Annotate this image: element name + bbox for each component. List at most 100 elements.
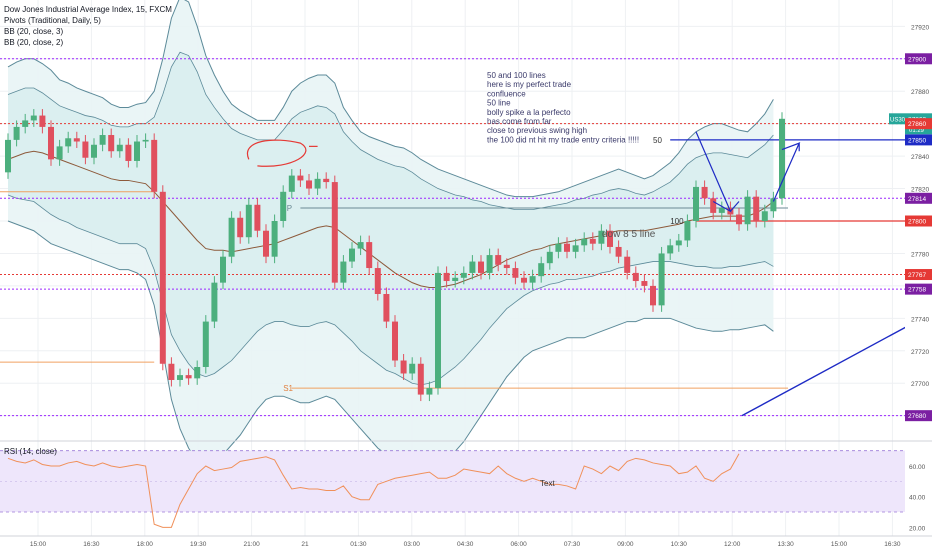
candle-body: [400, 360, 407, 374]
candle-body: [383, 294, 390, 322]
candle-body: [349, 248, 355, 262]
candle-body: [779, 118, 785, 199]
annotation-note-line: 50 line: [487, 99, 511, 108]
candle-body: [82, 141, 89, 158]
candle-body: [478, 261, 484, 273]
candle-body: [151, 139, 158, 192]
candle-body: [314, 178, 321, 189]
candle-body: [340, 261, 347, 283]
candle-body: [134, 141, 140, 161]
up-arrow-drawing: [772, 142, 801, 202]
candle-body: [607, 230, 613, 247]
time-tick-label: 06:00: [510, 541, 527, 548]
annotation-note-line: confluence: [487, 89, 526, 98]
candle-body: [5, 139, 11, 173]
price-badge-label: 27758: [908, 287, 926, 294]
candle-body: [323, 178, 330, 183]
annotation-note-line: has come from far: [487, 117, 552, 126]
candle-body: [159, 191, 166, 364]
candle-body: [280, 191, 287, 221]
label-dow: dow 8 5 line: [602, 229, 656, 240]
chart-legend: Dow Jones Industrial Average Index, 15, …: [4, 4, 172, 48]
rsi-line: [7, 453, 740, 528]
time-tick-label: 13:30: [777, 541, 794, 548]
candle-body: [56, 146, 63, 160]
annotation-note-line: the 100 did nt hit my trade entry criter…: [487, 135, 639, 144]
time-tick-label: 15:00: [831, 541, 848, 548]
price-badge-label: 27814: [908, 196, 926, 203]
rsi-label[interactable]: RSI (14, close): [4, 447, 57, 456]
candle-body: [753, 196, 760, 221]
time-tick-label: 15:00: [30, 541, 47, 548]
candle-body: [512, 268, 519, 278]
time-tick-label: 16:30: [83, 541, 100, 548]
time-tick-label: 21: [301, 541, 309, 548]
indicator-bb-outer[interactable]: BB (20, close, 3): [4, 27, 64, 36]
time-tick-label: 18:00: [137, 541, 154, 548]
rsi-tick-label: 40.00: [909, 495, 926, 502]
candle-body: [125, 144, 132, 161]
candle-body: [426, 388, 433, 395]
price-badge-label: 27860: [908, 121, 926, 128]
price-badge-sub: 01:29: [909, 128, 925, 134]
candle-body: [529, 276, 536, 283]
indicator-pivots[interactable]: Pivots (Traditional, Daily, 5): [4, 16, 101, 25]
candle-body: [701, 186, 708, 199]
candle-body: [641, 281, 648, 286]
candle-body: [263, 230, 269, 257]
candle-body: [168, 363, 175, 380]
candle-body: [194, 367, 201, 379]
candle-body: [684, 221, 691, 241]
candle-body: [142, 139, 149, 142]
time-axis: 15:00 16:30 18:00 19:30 21:00 21 01:30 03:00 04:…: [0, 535, 932, 548]
price-tick-label: 27840: [911, 154, 929, 161]
label-50: 50: [653, 136, 662, 145]
bb-outer-upper-line: [7, 0, 774, 198]
price-tick-label: 27740: [911, 316, 929, 323]
candle-body: [220, 256, 226, 283]
candle-body: [417, 363, 424, 395]
candle-body: [331, 182, 338, 283]
candle-body: [288, 175, 295, 192]
price-tick-label: 27720: [911, 349, 929, 356]
candle-body: [650, 285, 656, 306]
price-tick-label: 27820: [911, 187, 929, 194]
pivot-label-s1: S1: [283, 384, 293, 393]
candle-body: [555, 243, 562, 252]
price-badge-label: 27800: [908, 219, 926, 226]
trendline-drawing: [741, 324, 911, 417]
time-tick-label: 19:30: [190, 541, 207, 548]
candle-body: [306, 180, 312, 189]
price-axis: 27920 27900 27880 27860 27840 27820 27800 27780…: [889, 0, 932, 440]
indicator-bb-inner[interactable]: BB (20, close, 2): [4, 38, 64, 47]
time-tick-label: 01:30: [350, 541, 367, 548]
candle-body: [185, 375, 192, 379]
candle-body: [65, 138, 72, 147]
candle-body: [392, 321, 398, 361]
candle-body: [237, 217, 244, 238]
candle-body: [30, 115, 37, 121]
candle-body: [693, 186, 699, 221]
price-badge-label: 27850: [908, 137, 926, 144]
bb-inner-upper-line: [7, 51, 774, 211]
candle-body: [521, 277, 527, 283]
candle-body: [374, 268, 381, 294]
candle-body: [632, 272, 639, 282]
candle-body: [495, 255, 502, 265]
price-badge-prefix-bg: [889, 113, 905, 125]
price-badge-bg: [905, 53, 932, 65]
candle-body: [761, 211, 768, 221]
price-badge-label: 27680: [908, 413, 926, 420]
pivot-levels: P S1: [0, 191, 788, 393]
time-tick-label: 10:30: [671, 541, 688, 548]
price-badge-bg: [905, 192, 932, 204]
candle-body: [228, 217, 235, 257]
time-tick-label: 07:30: [564, 541, 581, 548]
annotation-note-line: 50 and 100 lines: [487, 71, 546, 80]
pivot-label-p: P: [287, 204, 292, 213]
bb-inner-lower-line: [7, 194, 774, 386]
rsi-pane: 60.00 40.00 20.00 Text: [0, 440, 932, 532]
candle-body: [435, 272, 441, 389]
